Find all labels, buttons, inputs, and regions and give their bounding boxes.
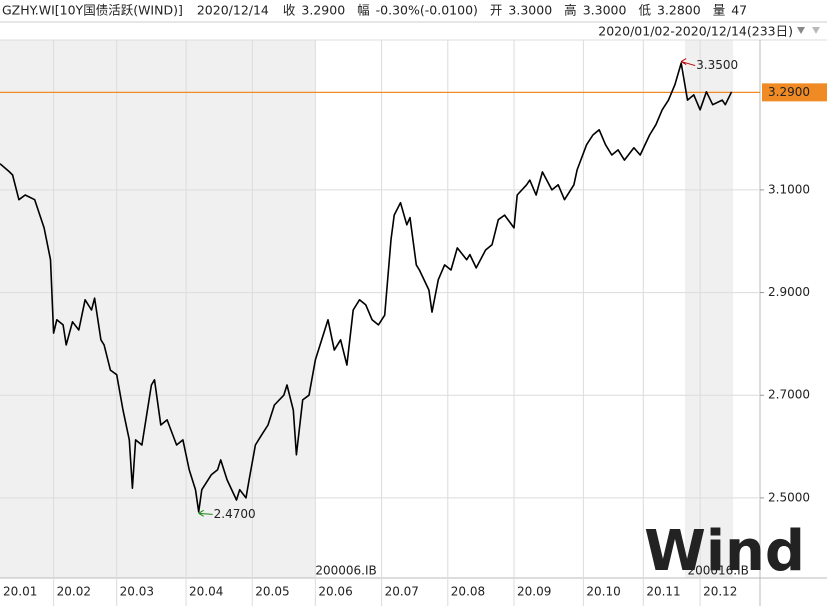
- y-tick-label: 2.9000: [768, 285, 810, 299]
- x-tick-label: 20.03: [120, 585, 154, 599]
- last-price-box: [762, 83, 827, 102]
- field-label: 开: [490, 3, 503, 18]
- field-value: 3.3000: [508, 3, 552, 18]
- y-tick-label: 2.7000: [768, 388, 810, 402]
- field-label: 量: [713, 3, 726, 18]
- field-value: 3.3000: [583, 3, 627, 18]
- dropdown-icon[interactable]: [812, 27, 820, 34]
- dropdown-icon[interactable]: [797, 27, 805, 34]
- x-tick-label: 20.12: [703, 585, 737, 599]
- x-tick-label: 20.10: [586, 585, 620, 599]
- watermark: Wind: [644, 519, 805, 584]
- header: GZHY.WI[10Y国债活跃(WIND)] 2020/12/14 收 3.2900 幅…: [2, 3, 747, 18]
- annotation-arrow: [198, 509, 213, 517]
- last-price-label: 3.2900: [768, 85, 810, 99]
- field-value: 3.2800: [657, 3, 701, 18]
- plot: 2.5000 2.7000 2.9000 3.1000 20.01 20.02 20.03 2…: [0, 40, 827, 606]
- x-tick-label: 20.01: [3, 585, 37, 599]
- field-label: 幅: [357, 3, 370, 18]
- y-tick-label: 3.1000: [768, 182, 810, 196]
- field-value: 3.2900: [301, 3, 345, 18]
- field-label: 低: [638, 3, 651, 18]
- x-tick-label: 20.11: [646, 585, 680, 599]
- field-label: 收: [283, 3, 296, 18]
- x-tick-label: 20.05: [255, 585, 289, 599]
- x-tick-label: 20.07: [385, 585, 419, 599]
- price-line: [0, 62, 733, 513]
- symbol: GZHY.WI[10Y国债活跃(WIND)]: [2, 3, 183, 18]
- y-tick-label: 2.5000: [768, 490, 810, 504]
- field-value: 47: [731, 3, 747, 18]
- annotation-label: 3.3500: [696, 58, 738, 72]
- contract-label: 200006.IB: [315, 564, 376, 578]
- date: 2020/12/14: [197, 3, 269, 18]
- x-tick-label: 20.04: [189, 585, 223, 599]
- shaded-period: [0, 40, 315, 578]
- shaded-period: [685, 40, 733, 578]
- x-tick-label: 20.02: [57, 585, 91, 599]
- x-tick-label: 20.06: [318, 585, 352, 599]
- contract-label: 200016.IB: [687, 564, 748, 578]
- annotation-label: 2.4700: [214, 507, 256, 521]
- field-label: 高: [564, 3, 577, 18]
- field-value: -0.30%(-0.0100): [376, 3, 478, 18]
- date-range[interactable]: 2020/01/02-2020/12/14(233日): [598, 24, 793, 39]
- x-tick-label: 20.09: [517, 585, 551, 599]
- annotation-arrow: [680, 58, 696, 67]
- x-tick-label: 20.08: [451, 585, 485, 599]
